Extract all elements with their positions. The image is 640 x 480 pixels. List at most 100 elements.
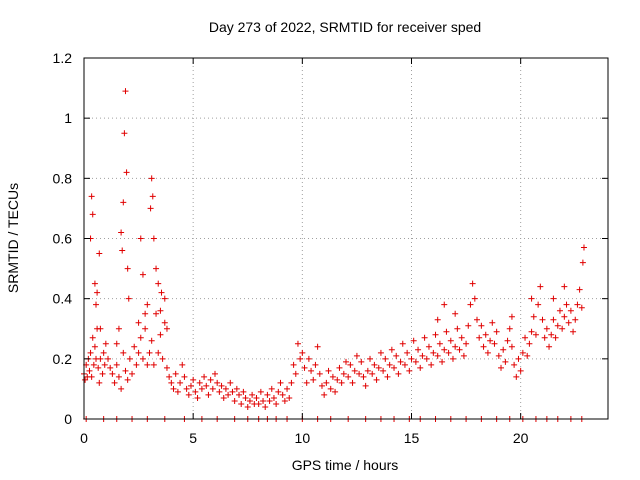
data-point: [362, 382, 369, 389]
data-point: [548, 331, 555, 338]
data-point: [410, 337, 417, 344]
data-point: [484, 349, 491, 356]
data-point: [242, 394, 249, 401]
data-point: [99, 370, 106, 377]
data-point: [445, 349, 452, 356]
data-point: [207, 376, 214, 383]
data-point: [377, 349, 384, 356]
data-point: [177, 379, 184, 386]
data-point: [369, 370, 376, 377]
data-point: [349, 379, 356, 386]
data-point: [579, 259, 586, 266]
data-point: [142, 310, 149, 317]
y-tick-label: 0.2: [53, 351, 73, 367]
data-point: [382, 355, 389, 362]
data-point: [554, 322, 561, 329]
data-point: [214, 379, 221, 386]
data-point: [559, 325, 566, 332]
data-point: [150, 235, 157, 242]
data-point: [94, 289, 101, 296]
data-point: [147, 205, 154, 212]
data-point: [508, 343, 515, 350]
data-point: [201, 373, 208, 380]
data-point: [236, 391, 243, 398]
data-point: [284, 385, 291, 392]
data-point: [135, 349, 142, 356]
data-point: [205, 391, 212, 398]
data-point: [229, 388, 236, 395]
data-point: [482, 331, 489, 338]
data-point: [308, 367, 315, 374]
data-point: [567, 307, 574, 314]
data-point: [491, 340, 498, 347]
data-point: [495, 352, 502, 359]
data-point: [257, 388, 264, 395]
data-point: [360, 373, 367, 380]
data-point: [532, 331, 539, 338]
data-point: [89, 334, 96, 341]
data-point: [137, 334, 144, 341]
data-point: [419, 352, 426, 359]
data-point: [253, 394, 260, 401]
data-point: [157, 331, 164, 338]
data-point: [528, 295, 535, 302]
data-point: [301, 364, 308, 371]
data-point: [155, 280, 162, 287]
data-point: [297, 355, 304, 362]
data-point: [471, 295, 478, 302]
data-point: [133, 361, 140, 368]
data-point: [443, 328, 450, 335]
data-point: [163, 325, 170, 332]
data-point: [105, 355, 112, 362]
data-point: [233, 385, 240, 392]
data-point: [502, 358, 509, 365]
data-point: [279, 391, 286, 398]
data-point: [249, 391, 256, 398]
data-point: [96, 379, 103, 386]
data-point: [541, 334, 548, 341]
data-point: [218, 382, 225, 389]
data-point: [441, 346, 448, 353]
data-point: [546, 343, 553, 350]
data-point: [88, 373, 95, 380]
y-tick-labels: 0 0.2 0.4 0.6 0.8 1 1.2: [53, 50, 73, 427]
data-point: [148, 337, 155, 344]
data-point: [364, 367, 371, 374]
data-point: [121, 130, 128, 137]
data-point: [88, 193, 95, 200]
data-point: [222, 385, 229, 392]
data-point: [150, 361, 157, 368]
data-point: [118, 229, 125, 236]
data-point: [129, 370, 136, 377]
data-point: [321, 391, 328, 398]
data-point: [539, 316, 546, 323]
data-point: [135, 319, 142, 326]
data-point: [550, 295, 557, 302]
data-point: [123, 169, 130, 176]
data-point: [185, 391, 192, 398]
data-point: [158, 289, 165, 296]
data-point: [452, 310, 459, 317]
data-point: [393, 352, 400, 359]
data-point: [489, 319, 496, 326]
y-tick-label: 1.2: [53, 50, 73, 66]
data-point: [102, 340, 109, 347]
data-point: [303, 379, 310, 386]
data-point: [155, 349, 162, 356]
data-point: [347, 361, 354, 368]
data-point: [170, 385, 177, 392]
data-point: [423, 355, 430, 362]
data-point: [325, 367, 332, 374]
data-point: [120, 349, 127, 356]
data-point: [401, 361, 408, 368]
data-point: [312, 361, 319, 368]
y-tick-label: 0.8: [53, 170, 73, 186]
data-point: [314, 343, 321, 350]
data-point: [578, 304, 585, 311]
data-point: [220, 394, 227, 401]
data-point: [144, 301, 151, 308]
data-point: [467, 301, 474, 308]
data-point: [137, 235, 144, 242]
